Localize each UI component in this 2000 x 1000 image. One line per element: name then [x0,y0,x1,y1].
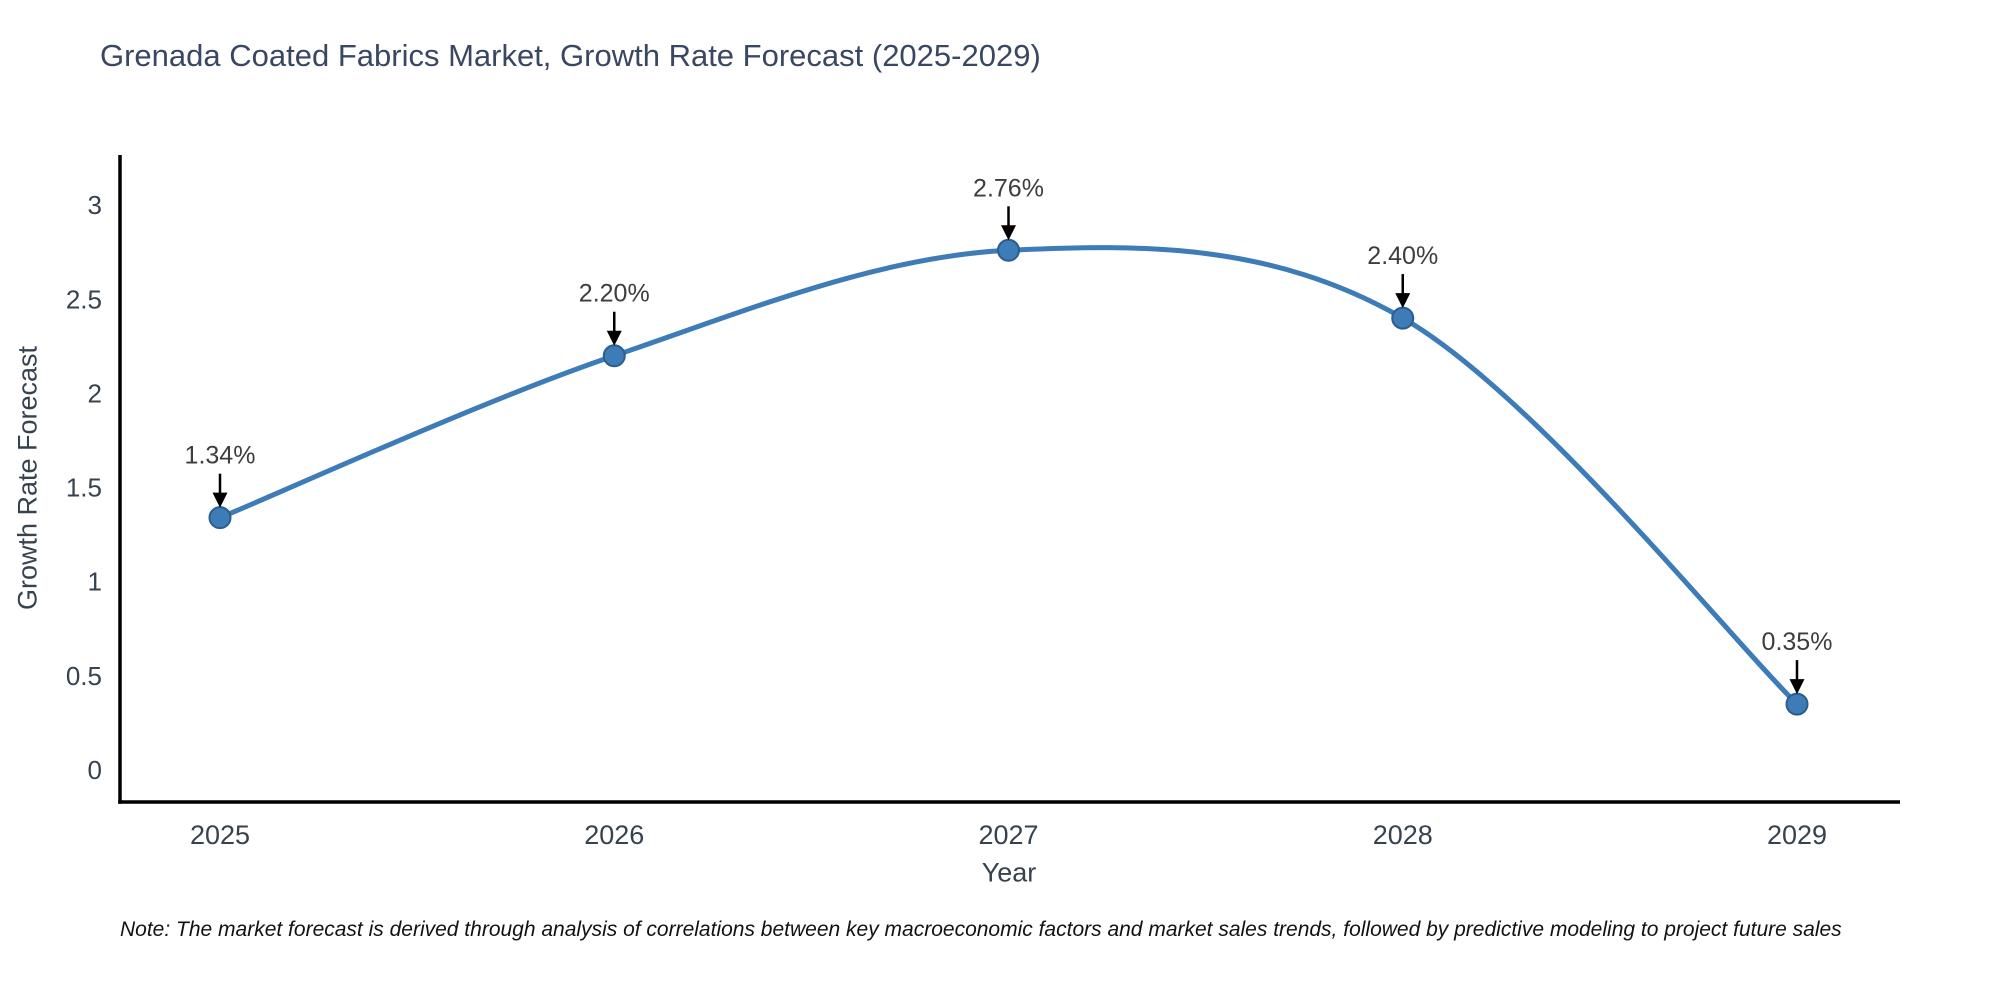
annotation-label: 2.20% [579,280,650,308]
y-tick-label: 3 [88,190,102,220]
x-tick-label: 2029 [1767,820,1827,850]
y-tick-label: 0.5 [66,661,102,691]
annotation-label: 1.34% [185,442,256,470]
footnote: Note: The market forecast is derived thr… [120,918,1842,941]
y-tick-label: 1 [88,567,102,597]
series-line [217,245,1800,707]
y-tick-label: 1.5 [66,473,102,503]
data-point-marker [997,238,1020,262]
x-axis-title: Year [981,857,1037,888]
x-tick-label: 2026 [584,820,644,850]
data-point-marker [208,506,232,530]
annotation-label: 2.40% [1367,242,1438,270]
annotation-label: 0.35% [1762,628,1833,656]
y-axis-title: Growth Rate Forecast [12,345,43,611]
x-tick-label: 2027 [978,820,1038,850]
y-tick-label: 2 [88,378,102,408]
data-point-marker [602,344,626,368]
chart-title: Grenada Coated Fabrics Market, Growth Ra… [100,38,1041,73]
annotation-arrowhead-icon [1789,679,1805,695]
annotation-arrowhead-icon [212,492,228,508]
annotation-arrowhead-icon [1395,293,1411,309]
annotation-arrowhead-icon [1001,225,1016,241]
y-tick-label: 2.5 [66,284,102,314]
data-point-marker [1391,306,1415,330]
x-tick-label: 2025 [190,820,250,850]
y-tick-label: 0 [88,755,102,785]
data-point-marker [1785,692,1809,716]
x-tick-label: 2028 [1373,820,1433,850]
annotation-label: 2.76% [973,174,1044,202]
annotation-arrowhead-icon [606,330,622,346]
